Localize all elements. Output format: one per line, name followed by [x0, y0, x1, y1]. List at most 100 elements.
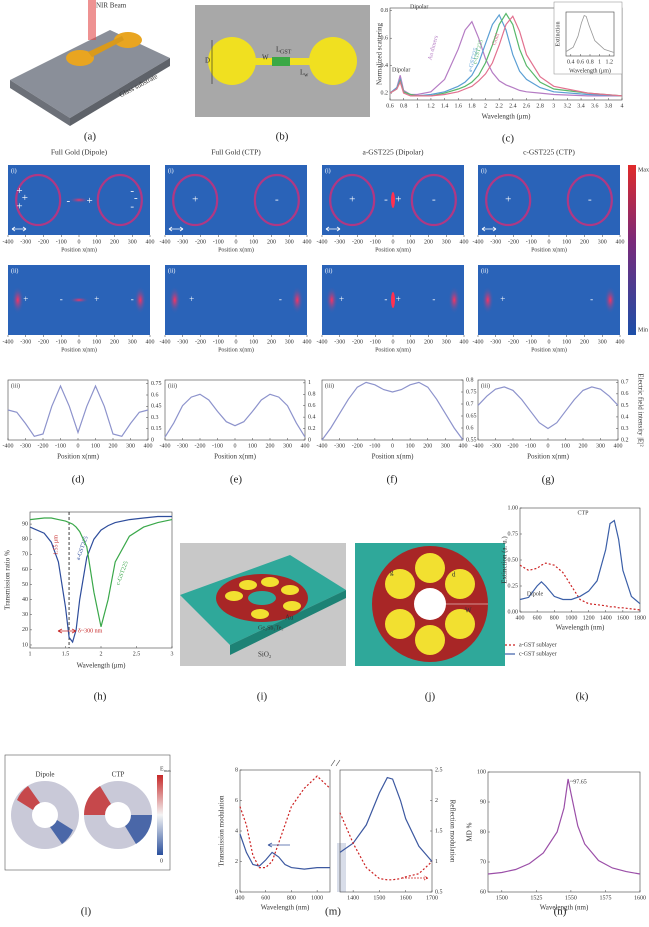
- y-tick-label: 0.15: [151, 426, 162, 432]
- subplot-label: (iii): [11, 382, 20, 389]
- x-tick-label: 200: [423, 443, 432, 449]
- y-tick-label: 90: [480, 799, 486, 805]
- data-line: [29, 515, 172, 644]
- panel-label: (l): [81, 906, 92, 918]
- axis-break: [330, 759, 341, 767]
- x-axis-label: Wavelength (nm): [540, 904, 589, 912]
- x-tick-label: 200: [424, 339, 433, 345]
- x-tick-label: 200: [580, 339, 589, 345]
- polarization-arrow: [168, 226, 184, 232]
- highlight-band: [337, 843, 346, 892]
- x-tick-label: 1.8: [468, 103, 476, 109]
- x-tick-label: -300: [20, 339, 31, 345]
- charge-sign: -: [384, 294, 387, 304]
- field-ring: [329, 173, 376, 227]
- x-tick-label: 200: [109, 443, 118, 449]
- x-tick-label: 3: [171, 651, 174, 657]
- x-tick-label: 800: [550, 615, 559, 621]
- y-tick-label: 0: [308, 437, 311, 443]
- x-tick-label: 1.6: [454, 103, 462, 109]
- data-line: [565, 14, 615, 53]
- x-tick-label: 1.2: [427, 103, 435, 109]
- y2-axis-label: Reflection modulation: [448, 800, 456, 863]
- x-tick-label: 400: [146, 339, 155, 345]
- x-axis-label: Position x(nm): [57, 453, 99, 461]
- x-tick-label: -200: [195, 239, 206, 245]
- x-axis-label: Position x(nm): [61, 346, 97, 353]
- y-tick-label: 70: [480, 859, 486, 865]
- x-tick-label: -400: [160, 443, 171, 449]
- x-tick-label: -300: [334, 339, 345, 345]
- y2-tick-label: 1: [435, 859, 438, 865]
- y-tick-label: 80: [480, 829, 486, 835]
- x-tick-label: 2: [484, 103, 487, 109]
- x-tick-label: -200: [38, 239, 49, 245]
- x-tick-label: 1000: [565, 615, 577, 621]
- x-tick-label: -300: [490, 443, 501, 449]
- annotation: Dipolar: [410, 4, 428, 10]
- charge-sign: +: [500, 294, 505, 304]
- x-tick-label: 100: [562, 339, 571, 345]
- panel-label: (h): [94, 691, 107, 703]
- panel-label: (n): [554, 906, 567, 918]
- data-line: [7, 384, 149, 437]
- charge-sign: -: [279, 294, 282, 304]
- polarization-arrow: [325, 226, 341, 232]
- x-tick-label: 1.2: [605, 59, 613, 65]
- field-hotspot: [134, 286, 147, 314]
- charge-sign: +: [189, 294, 194, 304]
- panel-label: (e): [230, 474, 243, 486]
- y-tick-label: 0.75: [151, 381, 162, 387]
- annotation: ~97.65: [570, 779, 587, 785]
- data-line: [389, 15, 623, 97]
- panel-label: (b): [276, 131, 289, 143]
- y-tick-label: 0.3: [151, 415, 159, 421]
- x-tick-label: -400: [317, 443, 328, 449]
- x-tick-label: 200: [580, 239, 589, 245]
- data-line: [519, 519, 641, 605]
- x-axis-label: Position x(nm): [527, 453, 569, 461]
- y-tick-label: 60: [22, 567, 28, 573]
- x-tick-label: 0.4: [567, 59, 575, 65]
- field-hotspot: [291, 286, 304, 314]
- data-line: [321, 381, 464, 441]
- x-tick-label: -400: [317, 239, 328, 245]
- x-tick-label: 1.5: [62, 651, 70, 657]
- x-tick-label: -100: [525, 443, 536, 449]
- x-tick-label: 1800: [634, 615, 646, 621]
- x-tick-label: 0.6: [386, 103, 394, 109]
- y-tick-label: 0.50: [508, 557, 519, 563]
- data-line: [239, 775, 331, 869]
- y-tick-label: 0.5: [621, 403, 629, 409]
- x-tick-label: 400: [459, 443, 468, 449]
- panel-label: (g): [542, 474, 555, 486]
- charge-sign: -: [588, 194, 592, 206]
- field-ring: [96, 173, 143, 227]
- heatmap: [478, 265, 620, 335]
- x-tick-label: -300: [490, 239, 501, 245]
- x-tick-label: -300: [334, 239, 345, 245]
- x-axis-label: Wavelength (μm): [77, 662, 127, 670]
- field-ring: [253, 173, 300, 227]
- x-tick-label: -300: [20, 443, 31, 449]
- x-tick-label: -400: [3, 443, 14, 449]
- x-tick-label: -200: [352, 339, 363, 345]
- y-tick-label: 0: [235, 889, 238, 895]
- x-axis-label: Position x(nm): [531, 346, 567, 353]
- x-tick-label: -200: [38, 339, 49, 345]
- row-label: (i): [168, 167, 174, 174]
- x-tick-label: -400: [3, 239, 14, 245]
- x-tick-label: -300: [177, 239, 188, 245]
- field-hotspot: [604, 286, 617, 314]
- heatmap-title: a-GST225 (Dipolar): [362, 148, 424, 157]
- y-tick-label: 0.2: [308, 426, 316, 432]
- x-tick-label: 0: [548, 339, 551, 345]
- arrow: [402, 875, 429, 881]
- legend-label: a-GST sublayer: [519, 642, 557, 648]
- y-tick-label: 0.6: [308, 403, 316, 409]
- x-tick-label: 2.8: [536, 103, 544, 109]
- heatmap: [478, 165, 620, 235]
- y-tick-label: 0.3: [621, 426, 629, 432]
- x-axis-label: Wavelength (nm): [556, 624, 605, 632]
